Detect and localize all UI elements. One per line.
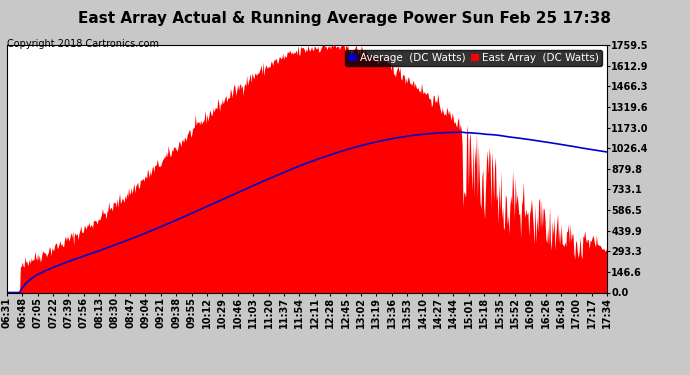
Text: East Array Actual & Running Average Power Sun Feb 25 17:38: East Array Actual & Running Average Powe… bbox=[79, 11, 611, 26]
Legend: Average  (DC Watts), East Array  (DC Watts): Average (DC Watts), East Array (DC Watts… bbox=[345, 50, 602, 66]
Text: Copyright 2018 Cartronics.com: Copyright 2018 Cartronics.com bbox=[7, 39, 159, 50]
